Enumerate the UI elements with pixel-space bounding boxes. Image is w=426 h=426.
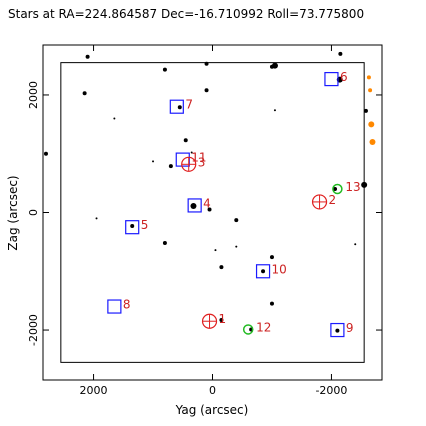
marker-label: 13: [345, 180, 360, 194]
star-point: [261, 269, 266, 274]
acq-star-circle: [332, 183, 343, 195]
star-point: [190, 151, 193, 154]
marker-label: 8: [123, 298, 131, 312]
x-tick-label: 2000: [80, 384, 108, 397]
guide-star-box: [175, 152, 190, 167]
y-axis-label: Zag (arcsec): [6, 175, 20, 250]
x-tick-label: -2000: [315, 384, 347, 397]
star-point: [235, 245, 238, 248]
star-point: [204, 61, 209, 66]
guide-star-box: [255, 264, 271, 279]
star-point: [183, 138, 188, 143]
side-dots: [366, 75, 376, 145]
star-point: [273, 109, 276, 112]
marker-label: 4: [203, 196, 211, 210]
guide-star-box: [330, 322, 345, 338]
star-point: [269, 64, 274, 69]
star-point: [207, 207, 212, 212]
star-point: [152, 160, 155, 163]
marker-label: 9: [346, 321, 354, 335]
star-point: [82, 91, 87, 96]
star-point: [219, 318, 224, 323]
x-axis-label: Yag (arcsec): [175, 403, 249, 417]
star-point: [204, 88, 209, 93]
side-dot: [368, 88, 373, 93]
star-point: [269, 255, 274, 260]
star-point: [361, 181, 368, 188]
star-point: [177, 105, 182, 110]
side-dot: [366, 75, 371, 80]
y-tick-label: 2000: [27, 81, 40, 109]
star-point: [363, 108, 368, 113]
marker-label: 6: [340, 70, 348, 84]
star-point: [214, 249, 217, 252]
star-point: [162, 67, 167, 72]
x-tick-label: 0: [209, 384, 216, 397]
star-point: [234, 218, 239, 223]
y-tick-label: 0: [27, 209, 40, 216]
star-field: [43, 51, 368, 333]
guide-star-box: [169, 99, 184, 114]
star-point: [168, 164, 173, 169]
acq-star-circle: [242, 324, 254, 335]
guide-star-box: [125, 220, 140, 235]
chart-title: Stars at RA=224.864587 Dec=-16.710992 Ro…: [8, 7, 364, 21]
y-tick-label: -2000: [27, 314, 40, 346]
star-point: [333, 186, 338, 191]
star-point: [95, 217, 98, 220]
star-point: [190, 203, 197, 210]
star-point: [338, 51, 343, 56]
star-point: [43, 151, 48, 156]
guide-star-box: [187, 198, 202, 213]
marker-label: 10: [272, 262, 287, 276]
star-point: [335, 328, 340, 333]
star-point: [113, 117, 116, 120]
marker-label: 1: [219, 312, 227, 326]
side-dot: [369, 138, 376, 145]
guide-star-box: [324, 71, 339, 87]
star-point: [269, 301, 274, 306]
star-point: [85, 54, 90, 59]
marker-label: 7: [185, 98, 193, 112]
side-dot: [368, 121, 375, 128]
marker-label: 5: [141, 218, 149, 232]
guide-star-box: [107, 299, 122, 314]
marker-label: 12: [256, 320, 271, 334]
marker-label: 3: [198, 155, 206, 169]
axis-ticks: -2000 0 2000 -2000 0 2000: [27, 45, 382, 397]
star-point: [219, 265, 224, 270]
star-point: [354, 243, 357, 246]
marker-label: 2: [329, 193, 337, 207]
star-point: [130, 224, 135, 229]
star-point: [162, 241, 167, 246]
ccd-boundary: [60, 62, 365, 363]
